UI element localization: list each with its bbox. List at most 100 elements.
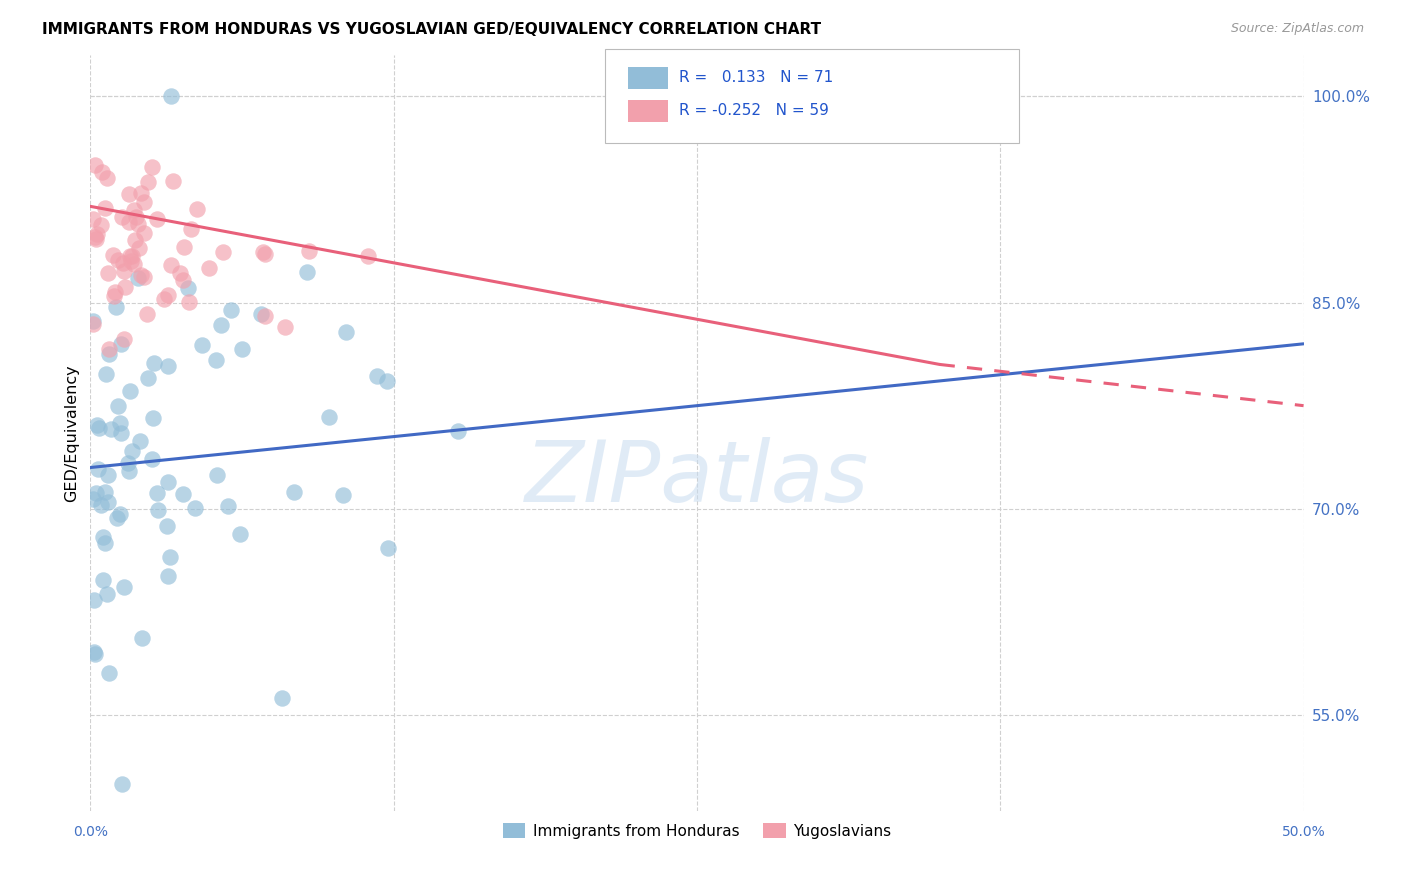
Point <box>103 289 125 303</box>
Point <box>172 273 194 287</box>
Point <box>180 222 202 236</box>
Point <box>184 500 207 515</box>
Point <box>90 498 112 512</box>
Text: 50.0%: 50.0% <box>1282 825 1326 839</box>
Point <box>96 171 118 186</box>
Point <box>84 486 107 500</box>
Point <box>122 257 145 271</box>
Point <box>84 647 107 661</box>
Point <box>93 536 115 550</box>
Point <box>159 89 181 103</box>
Point <box>134 269 156 284</box>
Point <box>121 249 143 263</box>
Point <box>82 317 104 331</box>
Text: Source: ZipAtlas.com: Source: ZipAtlas.com <box>1230 22 1364 36</box>
Point <box>82 211 104 226</box>
Point <box>107 399 129 413</box>
Point <box>112 580 135 594</box>
Point <box>141 451 163 466</box>
Point <box>138 371 160 385</box>
Point <box>127 270 149 285</box>
Point <box>134 194 156 209</box>
Point <box>100 422 122 436</box>
Point <box>357 249 380 263</box>
Point <box>129 186 152 201</box>
Y-axis label: GED/Equivalency: GED/Equivalency <box>65 364 79 502</box>
Point <box>335 325 357 339</box>
Point <box>96 367 118 381</box>
Point <box>98 342 121 356</box>
Point <box>253 247 276 261</box>
Point <box>125 210 148 224</box>
Point <box>101 248 124 262</box>
Point <box>283 485 305 500</box>
Point <box>134 226 156 240</box>
Point <box>270 691 292 706</box>
Point <box>136 175 159 189</box>
Point <box>447 424 470 438</box>
Point <box>91 530 114 544</box>
Point <box>104 285 127 300</box>
Point <box>112 256 135 270</box>
Point <box>118 186 141 201</box>
Point <box>156 359 179 374</box>
Text: R = -0.252   N = 59: R = -0.252 N = 59 <box>679 103 830 118</box>
Point <box>108 416 131 430</box>
Point <box>217 499 239 513</box>
Point <box>146 502 169 516</box>
Point <box>252 245 274 260</box>
Point <box>87 421 110 435</box>
Point <box>104 301 127 315</box>
Point <box>157 288 180 302</box>
Text: R =   0.133   N = 71: R = 0.133 N = 71 <box>679 70 834 85</box>
Point <box>177 295 200 310</box>
Point <box>124 233 146 247</box>
Point <box>135 307 157 321</box>
Text: 0.0%: 0.0% <box>73 825 108 839</box>
Point <box>375 374 398 388</box>
Point <box>117 456 139 470</box>
Point <box>96 587 118 601</box>
Point <box>318 409 340 424</box>
Point <box>105 511 128 525</box>
Point <box>157 475 180 489</box>
Point <box>83 592 105 607</box>
Point <box>86 227 108 241</box>
Point <box>128 241 150 255</box>
Point <box>295 265 318 279</box>
Point <box>198 260 221 275</box>
Point <box>152 292 174 306</box>
Point <box>97 665 120 680</box>
Point <box>173 239 195 253</box>
Point <box>129 268 152 283</box>
Point <box>155 519 177 533</box>
Point <box>297 244 319 259</box>
Point <box>231 342 253 356</box>
Point <box>112 332 135 346</box>
Point <box>177 281 200 295</box>
Point <box>141 160 163 174</box>
Point <box>114 280 136 294</box>
Point <box>274 320 297 334</box>
Text: IMMIGRANTS FROM HONDURAS VS YUGOSLAVIAN GED/EQUIVALENCY CORRELATION CHART: IMMIGRANTS FROM HONDURAS VS YUGOSLAVIAN … <box>42 22 821 37</box>
Point <box>191 338 214 352</box>
Point <box>94 201 117 215</box>
Point <box>229 526 252 541</box>
Point <box>219 302 242 317</box>
Point <box>82 491 104 506</box>
Point <box>142 356 165 370</box>
Point <box>110 337 132 351</box>
Point <box>186 202 208 216</box>
Point <box>110 425 132 440</box>
Point <box>377 541 399 556</box>
Point <box>146 485 169 500</box>
Legend: Immigrants from Honduras, Yugoslavians: Immigrants from Honduras, Yugoslavians <box>496 817 897 845</box>
Point <box>172 487 194 501</box>
Point <box>156 569 179 583</box>
Point <box>96 468 118 483</box>
Point <box>120 249 142 263</box>
Point <box>111 210 134 224</box>
Point <box>111 777 134 791</box>
Point <box>205 468 228 483</box>
Point <box>205 352 228 367</box>
